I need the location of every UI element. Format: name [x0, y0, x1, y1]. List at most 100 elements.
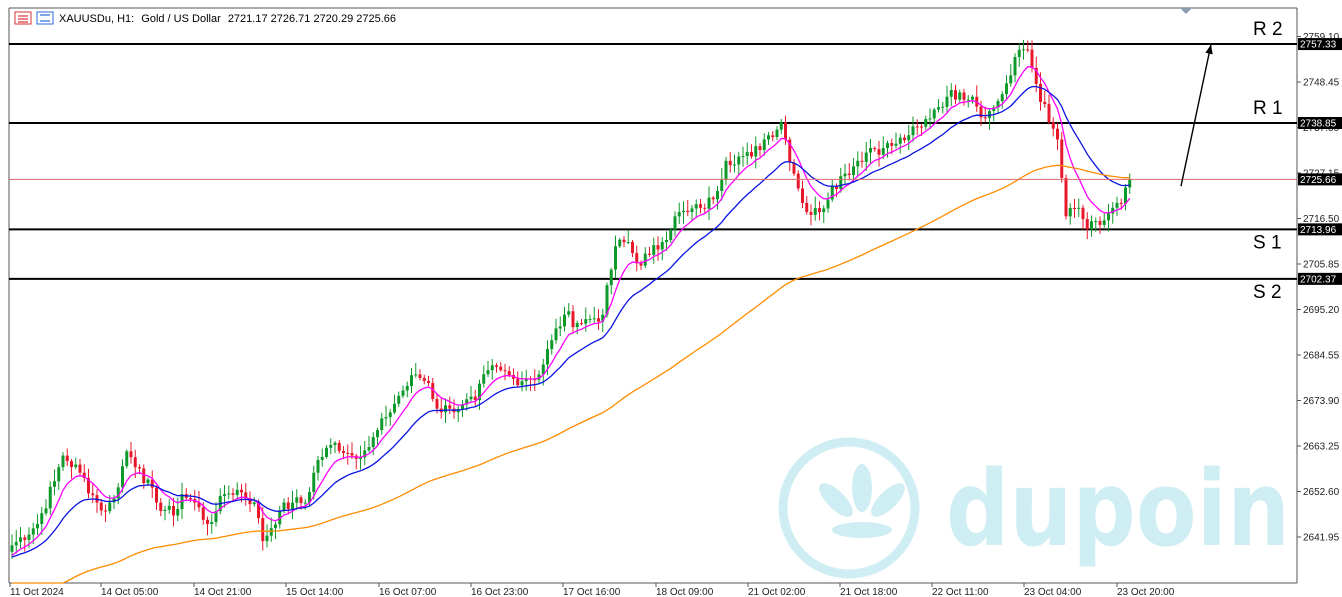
x-tick-label: 23 Oct 20:00 — [1117, 587, 1175, 597]
axis-price-tags: 2757.33 2738.85 2713.96 2702.37 2725.66 — [1298, 38, 1342, 285]
candle-body — [626, 241, 630, 243]
x-tick-label: 11 Oct 2024 — [10, 587, 64, 597]
candle-body — [546, 349, 549, 365]
candle-body — [856, 160, 860, 167]
candle-body — [325, 447, 328, 457]
candle-body — [1107, 213, 1110, 221]
candle-body — [486, 370, 490, 375]
candle-body — [903, 137, 906, 141]
support-resistance-levels[interactable]: R 2 R 1 S 1 S 2 — [9, 19, 1297, 303]
candle-body — [150, 479, 154, 488]
x-tick-label: 14 Oct 21:00 — [194, 587, 252, 597]
candle-body — [614, 246, 617, 270]
chart-menu-icon[interactable] — [14, 11, 32, 25]
candle-body — [99, 502, 103, 511]
x-tick-label: 17 Oct 16:00 — [563, 587, 621, 597]
y-tick-label: 2684.55 — [1303, 351, 1340, 362]
y-tick-label: 2641.95 — [1303, 533, 1340, 544]
candle-body — [1017, 49, 1021, 58]
candle-body — [750, 152, 753, 157]
candle-body — [210, 522, 214, 524]
candle-body — [82, 472, 86, 479]
candle-body — [937, 107, 940, 110]
candle-body — [291, 502, 294, 510]
candle-body — [121, 466, 124, 488]
candle-body — [1047, 104, 1051, 123]
collapse-triangle-icon[interactable] — [1180, 8, 1192, 14]
candle-body — [248, 498, 252, 505]
x-tick-label: 21 Oct 02:00 — [748, 587, 806, 597]
candle-body — [427, 380, 430, 383]
candle-body — [575, 323, 579, 328]
candle-body — [988, 111, 991, 119]
candle-body — [444, 405, 447, 413]
candle-body — [1068, 207, 1072, 217]
candle-body — [771, 135, 775, 138]
candle-body — [1090, 221, 1093, 230]
trend-arrow[interactable] — [1180, 44, 1213, 187]
candle-body — [648, 253, 651, 255]
chart-title: XAUUSDu, H1: Gold / US Dollar 2721.17 27… — [59, 13, 396, 25]
candle-body — [316, 459, 320, 473]
chart-window-icon[interactable] — [36, 11, 54, 25]
candle-body — [550, 340, 554, 350]
candle-body — [580, 323, 583, 325]
candle-body — [405, 385, 409, 391]
candle-body — [269, 528, 273, 536]
y-tick-label: 2759.10 — [1303, 32, 1340, 43]
candle-body — [350, 453, 354, 456]
candle-body — [1022, 49, 1025, 51]
level-name-label: R 2 — [1253, 19, 1283, 40]
candle-body — [554, 328, 558, 341]
trend-arrow-shaft[interactable] — [1180, 44, 1212, 187]
candle-body — [465, 399, 469, 405]
candle-body — [983, 117, 987, 119]
candle-body — [852, 166, 855, 176]
candle-body — [410, 375, 413, 386]
candle-body — [762, 139, 766, 151]
ma-slow-line — [12, 164, 1130, 584]
candle-body — [278, 511, 282, 525]
candle-body — [869, 148, 872, 153]
candle-body — [796, 173, 800, 189]
x-tick-label: 16 Oct 07:00 — [379, 587, 437, 597]
candle-body — [716, 190, 719, 200]
candle-body — [873, 148, 877, 150]
candle-body — [108, 502, 112, 512]
candle-body — [605, 285, 609, 315]
candle-body — [779, 122, 783, 130]
candle-body — [656, 245, 660, 250]
candle-body — [74, 464, 78, 468]
level-price-tag-text: 2713.96 — [1300, 225, 1337, 236]
candle-body — [40, 513, 44, 524]
candle-body — [473, 396, 477, 401]
candle-body — [1124, 187, 1127, 204]
candle-body — [244, 492, 248, 499]
candle-body — [231, 493, 235, 495]
candle-body — [830, 186, 834, 200]
candle-body — [686, 210, 690, 213]
candle-body — [384, 417, 388, 419]
candle-body — [707, 197, 711, 209]
candle-body — [733, 164, 736, 166]
candle-body — [23, 537, 27, 540]
candle-body — [894, 143, 898, 146]
candle-body — [958, 92, 962, 100]
candle-body — [371, 437, 375, 448]
candle-body — [1119, 202, 1123, 204]
candle-body — [189, 498, 192, 500]
candle-body — [907, 135, 911, 141]
candle-body — [1043, 101, 1047, 105]
candle-body — [847, 173, 851, 176]
candle-body — [461, 404, 464, 409]
candle-body — [541, 364, 545, 375]
candle-body — [1111, 207, 1115, 214]
candle-body — [890, 143, 894, 146]
candle-body — [843, 173, 847, 177]
moving-averages — [11, 66, 1131, 584]
candle-body — [172, 505, 175, 516]
candle-body — [1060, 139, 1064, 178]
trend-arrow-head-icon[interactable] — [1205, 44, 1213, 55]
candle-body — [295, 497, 299, 503]
